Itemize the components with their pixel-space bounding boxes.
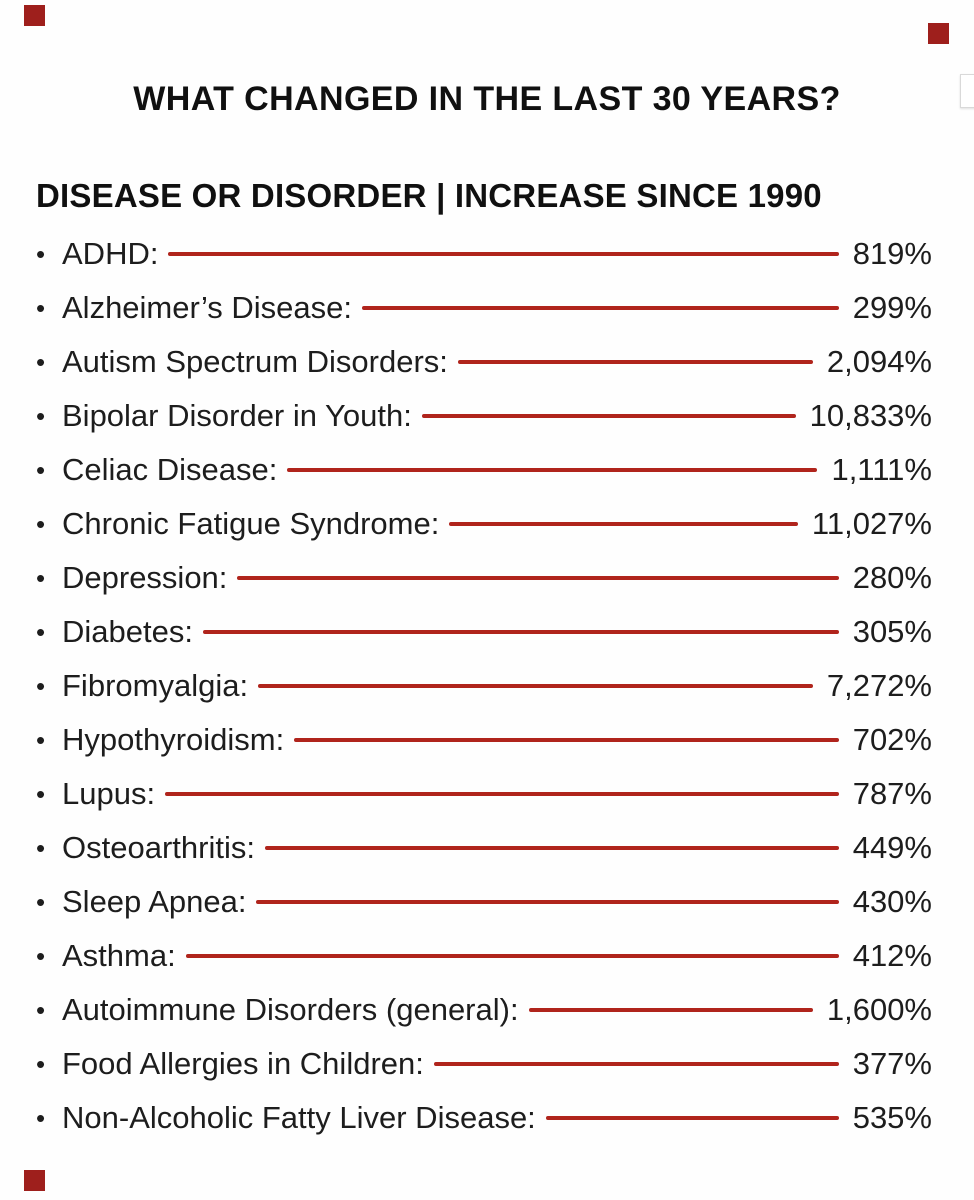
- bullet-icon: •: [36, 941, 46, 971]
- list-item: • Autism Spectrum Disorders: 2,094%: [36, 335, 932, 389]
- corner-square-top-left: [24, 5, 45, 26]
- list-item: • Chronic Fatigue Syndrome: 11,027%: [36, 497, 932, 551]
- bullet-icon: •: [36, 995, 46, 1025]
- list-item: • ADHD: 819%: [36, 227, 932, 281]
- list-item: • Non-Alcoholic Fatty Liver Disease: 535…: [36, 1091, 932, 1145]
- leader-line: [528, 1008, 813, 1012]
- list-header: DISEASE OR DISORDER | INCREASE SINCE 199…: [36, 177, 822, 214]
- disease-label: Hypothyroidism:: [62, 722, 285, 757]
- increase-value: 819%: [852, 236, 932, 271]
- disease-label: Sleep Apnea:: [62, 884, 247, 919]
- page-title: WHAT CHANGED IN THE LAST 30 YEARS?: [133, 80, 841, 118]
- bullet-icon: •: [36, 617, 46, 647]
- leader-line: [185, 954, 839, 958]
- leader-line: [168, 252, 839, 256]
- increase-value: 535%: [852, 1100, 932, 1135]
- list-item: • Bipolar Disorder in Youth: 10,833%: [36, 389, 932, 443]
- bullet-icon: •: [36, 563, 46, 593]
- disease-label: Alzheimer’s Disease:: [62, 290, 353, 325]
- bullet-icon: •: [36, 347, 46, 377]
- list-item: • Asthma: 412%: [36, 929, 932, 983]
- disease-label: Depression:: [62, 560, 228, 595]
- increase-value: 412%: [852, 938, 932, 973]
- disease-label: Chronic Fatigue Syndrome:: [62, 506, 440, 541]
- list-item: • Fibromyalgia: 7,272%: [36, 659, 932, 713]
- list-item: • Sleep Apnea: 430%: [36, 875, 932, 929]
- list-item: • Food Allergies in Children: 377%: [36, 1037, 932, 1091]
- increase-value: 7,272%: [826, 668, 932, 703]
- list-item: • Osteoarthritis: 449%: [36, 821, 932, 875]
- increase-value: 449%: [852, 830, 932, 865]
- leader-line: [287, 468, 818, 472]
- disease-label: Osteoarthritis:: [62, 830, 255, 865]
- disease-label: Bipolar Disorder in Youth:: [62, 398, 412, 433]
- list-item: • Alzheimer’s Disease: 299%: [36, 281, 932, 335]
- bullet-icon: •: [36, 779, 46, 809]
- increase-value: 1,111%: [831, 452, 932, 487]
- bullet-icon: •: [36, 725, 46, 755]
- list-item: • Celiac Disease: 1,111%: [36, 443, 932, 497]
- disease-label: Autism Spectrum Disorders:: [62, 344, 448, 379]
- leader-line: [202, 630, 839, 634]
- increase-value: 2,094%: [826, 344, 932, 379]
- bullet-icon: •: [36, 293, 46, 323]
- increase-value: 702%: [852, 722, 932, 757]
- bullet-icon: •: [36, 671, 46, 701]
- increase-value: 299%: [852, 290, 932, 325]
- disease-label: Diabetes:: [62, 614, 193, 649]
- list-item: • Depression: 280%: [36, 551, 932, 605]
- leader-line: [258, 684, 813, 688]
- leader-line: [237, 576, 839, 580]
- disease-label: ADHD:: [62, 236, 159, 271]
- list-item: • Diabetes: 305%: [36, 605, 932, 659]
- bullet-icon: •: [36, 509, 46, 539]
- disease-label: Fibromyalgia:: [62, 668, 249, 703]
- bullet-icon: •: [36, 401, 46, 431]
- list-item: • Autoimmune Disorders (general): 1,600%: [36, 983, 932, 1037]
- increase-value: 430%: [852, 884, 932, 919]
- corner-square-bottom-left: [24, 1170, 45, 1191]
- leader-line: [165, 792, 839, 796]
- bullet-icon: •: [36, 455, 46, 485]
- disease-label: Non-Alcoholic Fatty Liver Disease:: [62, 1100, 536, 1135]
- disease-label: Celiac Disease:: [62, 452, 278, 487]
- leader-line: [294, 738, 839, 742]
- bullet-icon: •: [36, 833, 46, 863]
- increase-value: 305%: [852, 614, 932, 649]
- increase-value: 377%: [852, 1046, 932, 1081]
- leader-line: [457, 360, 813, 364]
- increase-value: 1,600%: [826, 992, 932, 1027]
- increase-value: 787%: [852, 776, 932, 811]
- leader-line: [545, 1116, 839, 1120]
- leader-line: [264, 846, 839, 850]
- increase-value: 280%: [852, 560, 932, 595]
- bullet-icon: •: [36, 887, 46, 917]
- corner-square-top-right: [928, 23, 949, 44]
- list-item: • Hypothyroidism: 702%: [36, 713, 932, 767]
- increase-value: 11,027%: [811, 506, 932, 541]
- disease-label: Asthma:: [62, 938, 176, 973]
- leader-line: [433, 1062, 839, 1066]
- bullet-icon: •: [36, 239, 46, 269]
- disease-list: • ADHD: 819% • Alzheimer’s Disease: 299%…: [36, 227, 932, 1145]
- disease-label: Food Allergies in Children:: [62, 1046, 424, 1081]
- leader-line: [449, 522, 798, 526]
- bullet-icon: •: [36, 1049, 46, 1079]
- disease-label: Autoimmune Disorders (general):: [62, 992, 519, 1027]
- increase-value: 10,833%: [809, 398, 932, 433]
- edge-artifact: [960, 74, 974, 108]
- disease-label: Lupus:: [62, 776, 156, 811]
- bullet-icon: •: [36, 1103, 46, 1133]
- leader-line: [256, 900, 839, 904]
- leader-line: [362, 306, 839, 310]
- list-item: • Lupus: 787%: [36, 767, 932, 821]
- leader-line: [421, 414, 796, 418]
